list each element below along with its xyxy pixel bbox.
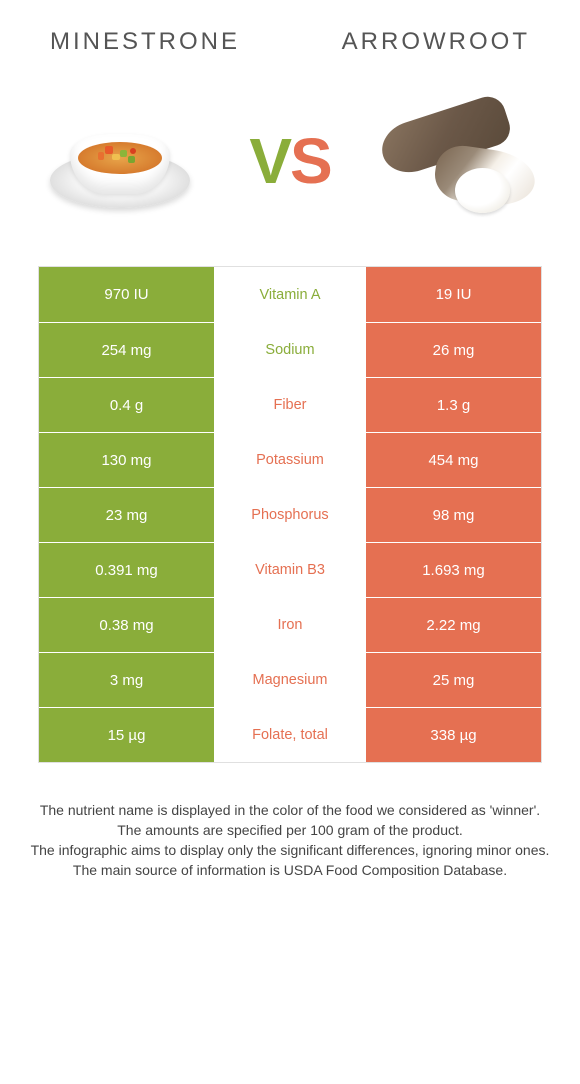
right-value: 26 mg [366,323,541,377]
table-row: 0.4 gFiber1.3 g [39,377,541,432]
right-value: 1.3 g [366,378,541,432]
right-value: 454 mg [366,433,541,487]
right-value: 98 mg [366,488,541,542]
minestrone-illustration [45,106,195,216]
right-value: 338 µg [366,708,541,762]
table-row: 254 mgSodium26 mg [39,322,541,377]
table-row: 130 mgPotassium454 mg [39,432,541,487]
left-value: 254 mg [39,323,214,377]
left-food-title: Minestrone [50,28,240,56]
vs-letter-s: S [290,125,331,197]
right-value: 19 IU [366,267,541,322]
vs-letter-v: V [249,125,290,197]
left-food-image [40,96,200,226]
vs-section: VS [0,66,580,266]
right-food-image [380,96,540,226]
left-value: 3 mg [39,653,214,707]
nutrient-label: Iron [214,598,366,652]
nutrient-label: Vitamin B3 [214,543,366,597]
left-value: 0.38 mg [39,598,214,652]
left-value: 130 mg [39,433,214,487]
table-row: 15 µgFolate, total338 µg [39,707,541,762]
footer-notes: The nutrient name is displayed in the co… [0,763,580,880]
vs-label: VS [249,129,330,193]
left-value: 23 mg [39,488,214,542]
nutrient-label: Magnesium [214,653,366,707]
right-value: 1.693 mg [366,543,541,597]
table-row: 23 mgPhosphorus98 mg [39,487,541,542]
right-value: 2.22 mg [366,598,541,652]
right-value: 25 mg [366,653,541,707]
nutrient-label: Sodium [214,323,366,377]
table-row: 0.38 mgIron2.22 mg [39,597,541,652]
left-value: 0.4 g [39,378,214,432]
footer-line-1: The nutrient name is displayed in the co… [18,801,562,820]
footer-line-3: The infographic aims to display only the… [18,841,562,860]
nutrient-label: Phosphorus [214,488,366,542]
footer-line-4: The main source of information is USDA F… [18,861,562,880]
comparison-header: Minestrone Arrowroot [0,0,580,66]
footer-line-2: The amounts are specified per 100 gram o… [18,821,562,840]
table-row: 970 IUVitamin A19 IU [39,267,541,322]
table-row: 3 mgMagnesium25 mg [39,652,541,707]
nutrient-comparison-table: 970 IUVitamin A19 IU254 mgSodium26 mg0.4… [38,266,542,763]
right-food-title: Arrowroot [342,28,530,56]
nutrient-label: Folate, total [214,708,366,762]
nutrient-label: Potassium [214,433,366,487]
arrowroot-illustration [380,101,540,221]
left-value: 15 µg [39,708,214,762]
nutrient-label: Fiber [214,378,366,432]
nutrient-label: Vitamin A [214,267,366,322]
left-value: 970 IU [39,267,214,322]
left-value: 0.391 mg [39,543,214,597]
table-row: 0.391 mgVitamin B31.693 mg [39,542,541,597]
